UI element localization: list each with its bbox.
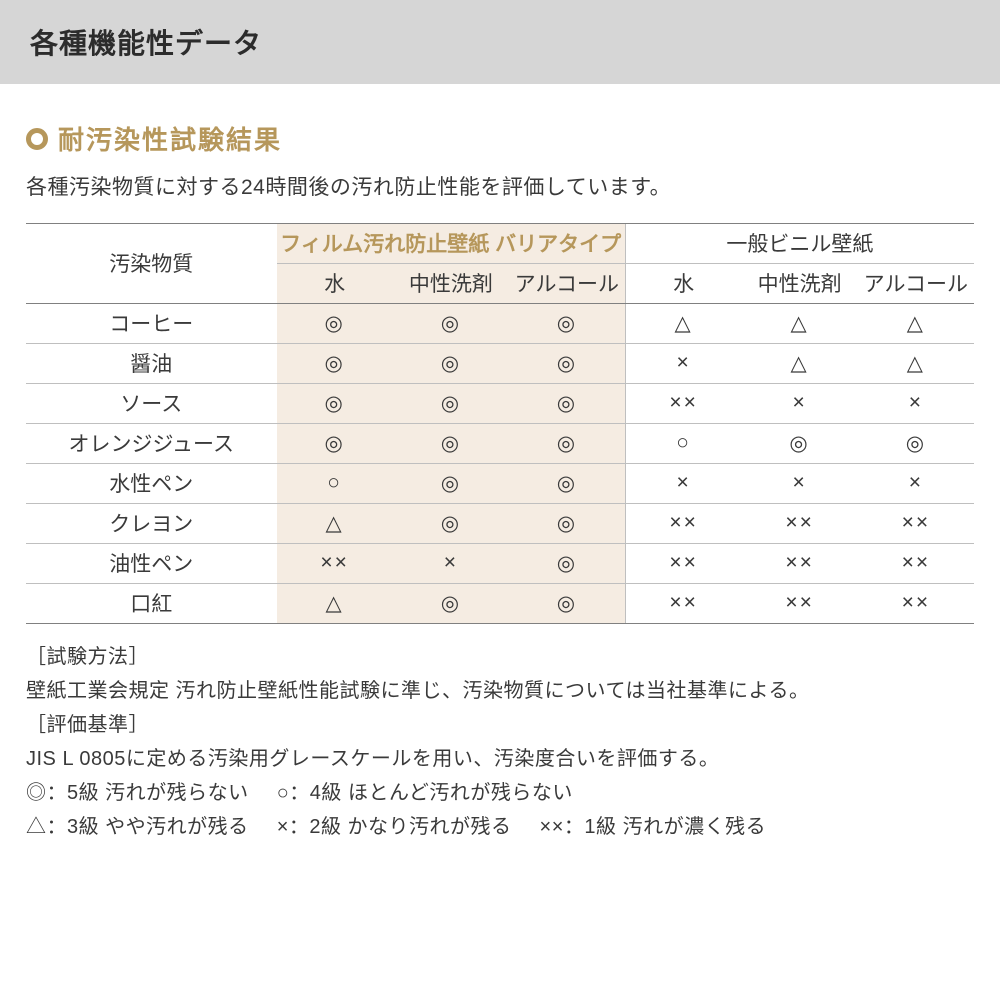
cell: ×× <box>741 504 857 544</box>
subcol-b-2: アルコール <box>858 264 974 304</box>
cell: ◎ <box>393 584 509 624</box>
cell: × <box>625 464 741 504</box>
cell: ◎ <box>393 384 509 424</box>
table-row: ソース◎◎◎×××× <box>26 384 974 424</box>
legend-1a: ◎：5級 汚れが残らない <box>26 776 249 810</box>
table-row: クレヨン△◎◎×××××× <box>26 504 974 544</box>
cell: △ <box>858 304 974 344</box>
bullet-icon <box>26 128 48 150</box>
row-label: オレンジジュース <box>26 424 277 464</box>
cell: ×× <box>625 584 741 624</box>
legend-2c: ××：1級 汚れが濃く残る <box>540 810 767 844</box>
cell: ◎ <box>393 504 509 544</box>
table-body: コーヒー◎◎◎△△△醤油◎◎◎×△△ソース◎◎◎××××オレンジジュース◎◎◎○… <box>26 304 974 624</box>
cell: △ <box>625 304 741 344</box>
cell: ×× <box>858 544 974 584</box>
content-region: 耐汚染性試験結果 各種汚染物質に対する24時間後の汚れ防止性能を評価しています。… <box>0 84 1000 844</box>
cell: ◎ <box>393 424 509 464</box>
cell: ◎ <box>741 424 857 464</box>
criteria-body: JIS L 0805に定める汚染用グレースケールを用い、汚染度合いを評価する。 <box>26 742 974 776</box>
table-row: 口紅△◎◎×××××× <box>26 584 974 624</box>
method-body: 壁紙工業会規定 汚れ防止壁紙性能試験に準じ、汚染物質については当社基準による。 <box>26 674 974 708</box>
cell: ×× <box>741 584 857 624</box>
cell: △ <box>741 344 857 384</box>
table-row: オレンジジュース◎◎◎○◎◎ <box>26 424 974 464</box>
legend-2b: ×：2級 かなり汚れが残る <box>277 810 512 844</box>
cell: ◎ <box>509 464 625 504</box>
cell: ◎ <box>393 304 509 344</box>
cell: ◎ <box>509 584 625 624</box>
group-header-film: フィルム汚れ防止壁紙 バリアタイプ <box>277 224 626 264</box>
row-label: 水性ペン <box>26 464 277 504</box>
cell: ×× <box>858 584 974 624</box>
cell: ◎ <box>509 344 625 384</box>
row-label: 醤油 <box>26 344 277 384</box>
cell: ◎ <box>393 344 509 384</box>
results-table: 汚染物質 フィルム汚れ防止壁紙 バリアタイプ 一般ビニル壁紙 水 中性洗剤 アル… <box>26 223 974 624</box>
legend-row-2: △：3級 やや汚れが残る ×：2級 かなり汚れが残る ××：1級 汚れが濃く残る <box>26 810 974 844</box>
table-row: 油性ペン×××◎×××××× <box>26 544 974 584</box>
subcol-b-0: 水 <box>625 264 741 304</box>
row-label: コーヒー <box>26 304 277 344</box>
cell: ◎ <box>277 424 393 464</box>
cell: ×× <box>277 544 393 584</box>
table-head: 汚染物質 フィルム汚れ防止壁紙 バリアタイプ 一般ビニル壁紙 水 中性洗剤 アル… <box>26 224 974 304</box>
cell: △ <box>858 344 974 384</box>
cell: ×× <box>625 544 741 584</box>
section-heading: 耐汚染性試験結果 <box>58 120 282 157</box>
cell: ×× <box>741 544 857 584</box>
legend-2a: △：3級 やや汚れが残る <box>26 810 249 844</box>
section-lead: 各種汚染物質に対する24時間後の汚れ防止性能を評価しています。 <box>26 171 974 201</box>
row-label: 口紅 <box>26 584 277 624</box>
cell: × <box>625 344 741 384</box>
cell: × <box>741 384 857 424</box>
section-title: 耐汚染性試験結果 <box>26 120 974 157</box>
cell: ◎ <box>393 464 509 504</box>
cell: △ <box>741 304 857 344</box>
legend-row-1: ◎：5級 汚れが残らない ○：4級 ほとんど汚れが残らない <box>26 776 974 810</box>
subcol-a-2: アルコール <box>509 264 625 304</box>
cell: ×× <box>625 384 741 424</box>
header-band: 各種機能性データ <box>0 0 1000 84</box>
cell: ◎ <box>277 344 393 384</box>
row-label: ソース <box>26 384 277 424</box>
table-row: コーヒー◎◎◎△△△ <box>26 304 974 344</box>
cell: ◎ <box>509 544 625 584</box>
cell: ○ <box>625 424 741 464</box>
cell: × <box>858 464 974 504</box>
cell: × <box>741 464 857 504</box>
cell: ×× <box>625 504 741 544</box>
subcol-a-0: 水 <box>277 264 393 304</box>
method-tag: ［試験方法］ <box>26 640 974 674</box>
cell: ×× <box>858 504 974 544</box>
table-row: 水性ペン○◎◎××× <box>26 464 974 504</box>
criteria-tag: ［評価基準］ <box>26 708 974 742</box>
subcol-a-1: 中性洗剤 <box>393 264 509 304</box>
cell: ◎ <box>277 384 393 424</box>
row-label: 油性ペン <box>26 544 277 584</box>
cell: ◎ <box>509 304 625 344</box>
cell: ◎ <box>858 424 974 464</box>
cell: ◎ <box>277 304 393 344</box>
corner-header: 汚染物質 <box>26 224 277 304</box>
cell: × <box>858 384 974 424</box>
subcol-b-1: 中性洗剤 <box>741 264 857 304</box>
table-row: 醤油◎◎◎×△△ <box>26 344 974 384</box>
cell: ○ <box>277 464 393 504</box>
cell: △ <box>277 584 393 624</box>
cell: × <box>393 544 509 584</box>
page-title: 各種機能性データ <box>30 22 970 62</box>
cell: ◎ <box>509 504 625 544</box>
row-label: クレヨン <box>26 504 277 544</box>
cell: △ <box>277 504 393 544</box>
legend-1b: ○：4級 ほとんど汚れが残らない <box>277 776 573 810</box>
cell: ◎ <box>509 424 625 464</box>
cell: ◎ <box>509 384 625 424</box>
group-header-vinyl: 一般ビニル壁紙 <box>625 224 974 264</box>
notes-block: ［試験方法］ 壁紙工業会規定 汚れ防止壁紙性能試験に準じ、汚染物質については当社… <box>26 640 974 844</box>
